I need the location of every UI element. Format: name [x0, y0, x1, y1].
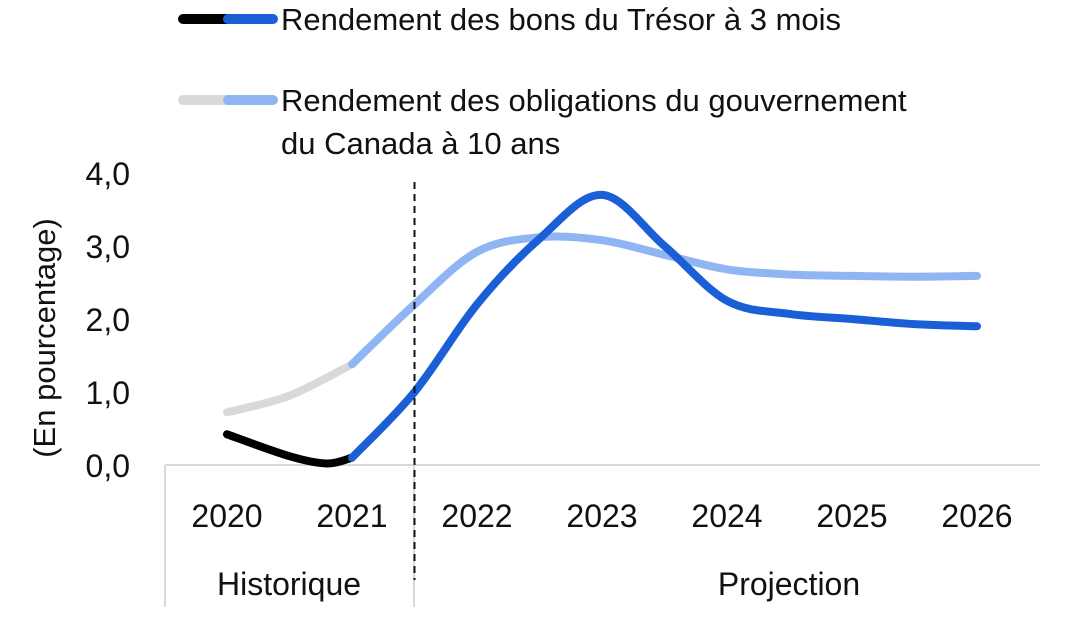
series-tbill-history-line: [223, 430, 356, 468]
y-ticks: 0,0 1,0 2,0 3,0 4,0: [86, 156, 130, 484]
y-tick-label: 1,0: [86, 375, 130, 411]
legend: Rendement des bons du Trésor à 3 mois Re…: [178, 2, 907, 161]
period-label-historique: Historique: [217, 566, 361, 602]
series-bond-projection-line: [348, 232, 981, 369]
y-axis-label: (En pourcentage): [27, 218, 62, 458]
legend-label-bond-line1: Rendement des obligations du gouvernemen…: [281, 83, 907, 118]
x-tick-label: 2024: [691, 498, 762, 534]
series-tbill-projection-line: [348, 190, 981, 462]
x-tick-label: 2020: [191, 498, 262, 534]
x-ticks: 2020 2021 2022 2023 2024 2025 2026: [191, 498, 1012, 534]
x-tick-label: 2025: [816, 498, 887, 534]
legend-label-tbill: Rendement des bons du Trésor à 3 mois: [281, 2, 841, 37]
y-tick-label: 3,0: [86, 229, 130, 265]
series-layer: [223, 190, 981, 468]
x-tick-label: 2023: [566, 498, 637, 534]
y-tick-label: 0,0: [86, 448, 130, 484]
period-label-projection: Projection: [718, 566, 860, 602]
x-tick-label: 2026: [941, 498, 1012, 534]
legend-entry-bond: Rendement des obligations du gouvernemen…: [178, 83, 907, 161]
legend-entry-tbill: Rendement des bons du Trésor à 3 mois: [178, 2, 841, 37]
x-tick-label: 2022: [441, 498, 512, 534]
y-tick-label: 4,0: [86, 156, 130, 192]
series-bond-history-line: [223, 360, 356, 417]
legend-label-bond-line2: du Canada à 10 ans: [281, 126, 560, 161]
y-tick-label: 2,0: [86, 302, 130, 338]
x-tick-label: 2021: [316, 498, 387, 534]
